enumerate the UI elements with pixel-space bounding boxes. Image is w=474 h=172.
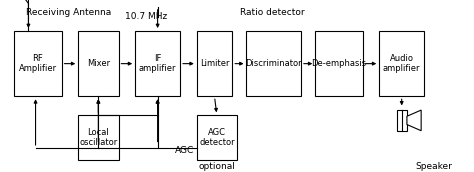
- Text: IF
amplifier: IF amplifier: [139, 54, 176, 73]
- Text: optional: optional: [198, 162, 235, 171]
- Bar: [246, 31, 301, 96]
- Bar: [135, 31, 180, 96]
- Bar: [78, 31, 118, 96]
- Text: De-emphasis: De-emphasis: [311, 59, 366, 68]
- Text: 10.7 MHz: 10.7 MHz: [125, 12, 167, 21]
- Text: Local
oscillator: Local oscillator: [79, 128, 118, 147]
- Polygon shape: [407, 110, 421, 131]
- Text: Audio
amplifier: Audio amplifier: [383, 54, 420, 73]
- Bar: [14, 31, 62, 96]
- Text: Speaker: Speaker: [415, 162, 452, 171]
- Text: Receiving Antenna: Receiving Antenna: [26, 8, 111, 17]
- Bar: [197, 115, 237, 160]
- Text: AGC
detector: AGC detector: [199, 128, 235, 147]
- Bar: [78, 115, 118, 160]
- Text: RF
Amplifier: RF Amplifier: [19, 54, 57, 73]
- Text: Ratio detector: Ratio detector: [240, 8, 305, 17]
- Text: Limiter: Limiter: [200, 59, 229, 68]
- Text: AGC: AGC: [175, 146, 194, 155]
- Text: Mixer: Mixer: [87, 59, 110, 68]
- Bar: [197, 31, 232, 96]
- Text: Discriminator: Discriminator: [246, 59, 302, 68]
- Bar: [396, 110, 407, 131]
- Bar: [379, 31, 424, 96]
- Bar: [315, 31, 363, 96]
